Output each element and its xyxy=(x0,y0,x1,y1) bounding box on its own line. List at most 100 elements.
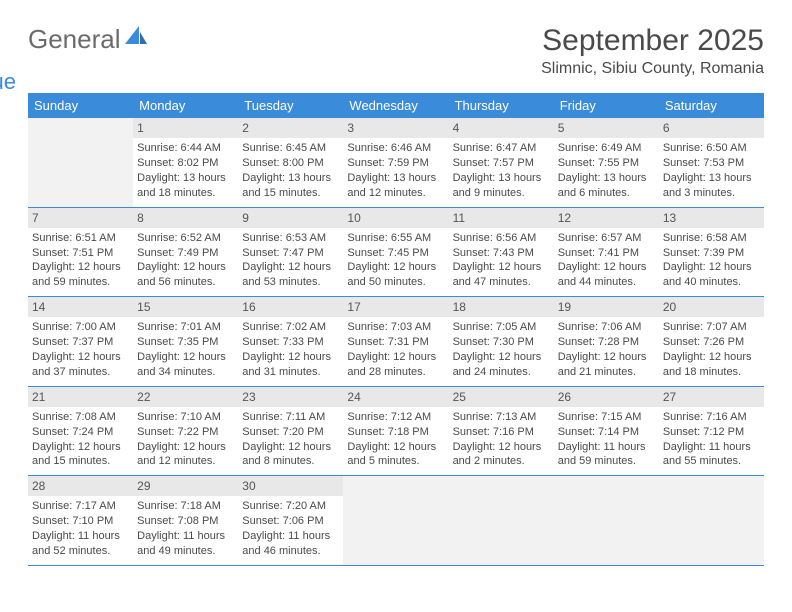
day-number: 23 xyxy=(238,387,343,407)
sunset-text: Sunset: 7:08 PM xyxy=(137,514,234,529)
title-block: September 2025 Slimnic, Sibiu County, Ro… xyxy=(541,24,764,78)
sunset-text: Sunset: 7:33 PM xyxy=(242,335,339,350)
sunset-text: Sunset: 7:31 PM xyxy=(347,335,444,350)
day-number: 4 xyxy=(449,118,554,138)
sunrise-text: Sunrise: 7:15 AM xyxy=(558,410,655,425)
day-cell: 25Sunrise: 7:13 AMSunset: 7:16 PMDayligh… xyxy=(449,387,554,476)
sunrise-text: Sunrise: 6:46 AM xyxy=(347,141,444,156)
sunset-text: Sunset: 7:30 PM xyxy=(453,335,550,350)
day-number: 17 xyxy=(343,297,448,317)
sunrise-text: Sunrise: 7:18 AM xyxy=(137,499,234,514)
sunset-text: Sunset: 7:37 PM xyxy=(32,335,129,350)
sunset-text: Sunset: 7:26 PM xyxy=(663,335,760,350)
daylight-text: Daylight: 12 hours and 18 minutes. xyxy=(663,350,760,380)
day-cell: 23Sunrise: 7:11 AMSunset: 7:20 PMDayligh… xyxy=(238,387,343,476)
location: Slimnic, Sibiu County, Romania xyxy=(541,60,764,78)
daylight-text: Daylight: 12 hours and 8 minutes. xyxy=(242,440,339,470)
day-cell xyxy=(449,476,554,565)
sunset-text: Sunset: 7:10 PM xyxy=(32,514,129,529)
daylight-text: Daylight: 11 hours and 49 minutes. xyxy=(137,529,234,559)
weekday-header: Sunday Monday Tuesday Wednesday Thursday… xyxy=(28,93,764,118)
sunrise-text: Sunrise: 7:16 AM xyxy=(663,410,760,425)
sunrise-text: Sunrise: 6:49 AM xyxy=(558,141,655,156)
day-cell: 2Sunrise: 6:45 AMSunset: 8:00 PMDaylight… xyxy=(238,118,343,207)
sunrise-text: Sunrise: 7:07 AM xyxy=(663,320,760,335)
day-number: 10 xyxy=(343,208,448,228)
daylight-text: Daylight: 12 hours and 34 minutes. xyxy=(137,350,234,380)
daylight-text: Daylight: 12 hours and 56 minutes. xyxy=(137,260,234,290)
sunset-text: Sunset: 7:43 PM xyxy=(453,246,550,261)
week-row: 21Sunrise: 7:08 AMSunset: 7:24 PMDayligh… xyxy=(28,387,764,477)
day-cell: 5Sunrise: 6:49 AMSunset: 7:55 PMDaylight… xyxy=(554,118,659,207)
week-row: 28Sunrise: 7:17 AMSunset: 7:10 PMDayligh… xyxy=(28,476,764,566)
daylight-text: Daylight: 13 hours and 3 minutes. xyxy=(663,171,760,201)
sunrise-text: Sunrise: 6:45 AM xyxy=(242,141,339,156)
daylight-text: Daylight: 12 hours and 44 minutes. xyxy=(558,260,655,290)
day-number: 16 xyxy=(238,297,343,317)
day-number: 26 xyxy=(554,387,659,407)
day-number: 13 xyxy=(659,208,764,228)
daylight-text: Daylight: 11 hours and 59 minutes. xyxy=(558,440,655,470)
daylight-text: Daylight: 12 hours and 50 minutes. xyxy=(347,260,444,290)
weekday-tue: Tuesday xyxy=(238,93,343,118)
sunset-text: Sunset: 7:14 PM xyxy=(558,425,655,440)
day-cell: 24Sunrise: 7:12 AMSunset: 7:18 PMDayligh… xyxy=(343,387,448,476)
weekday-thu: Thursday xyxy=(449,93,554,118)
sunrise-text: Sunrise: 6:52 AM xyxy=(137,231,234,246)
day-number: 29 xyxy=(133,476,238,496)
day-cell: 15Sunrise: 7:01 AMSunset: 7:35 PMDayligh… xyxy=(133,297,238,386)
daylight-text: Daylight: 12 hours and 47 minutes. xyxy=(453,260,550,290)
day-number: 25 xyxy=(449,387,554,407)
day-number: 27 xyxy=(659,387,764,407)
sunset-text: Sunset: 7:51 PM xyxy=(32,246,129,261)
day-cell: 16 Sunrise: 7:02 AMSunset: 7:33 PMDayligh… xyxy=(238,297,343,386)
sunset-text: Sunset: 7:28 PM xyxy=(558,335,655,350)
weekday-sat: Saturday xyxy=(659,93,764,118)
day-cell xyxy=(28,118,133,207)
sunset-text: Sunset: 7:18 PM xyxy=(347,425,444,440)
weekday-wed: Wednesday xyxy=(343,93,448,118)
day-number: 30 xyxy=(238,476,343,496)
logo-word-2: Blue xyxy=(0,69,16,95)
calendar: Sunday Monday Tuesday Wednesday Thursday… xyxy=(28,93,764,566)
day-number: 20 xyxy=(659,297,764,317)
daylight-text: Daylight: 12 hours and 15 minutes. xyxy=(32,440,129,470)
day-number: 18 xyxy=(449,297,554,317)
day-number: 6 xyxy=(659,118,764,138)
sunrise-text: Sunrise: 7:05 AM xyxy=(453,320,550,335)
sunrise-text: Sunrise: 7:06 AM xyxy=(558,320,655,335)
day-cell: 19Sunrise: 7:06 AMSunset: 7:28 PMDayligh… xyxy=(554,297,659,386)
week-row: 7Sunrise: 6:51 AMSunset: 7:51 PMDaylight… xyxy=(28,208,764,298)
sunrise-text: Sunrise: 6:50 AM xyxy=(663,141,760,156)
daylight-text: Daylight: 12 hours and 5 minutes. xyxy=(347,440,444,470)
sunrise-text: Sunrise: 6:56 AM xyxy=(453,231,550,246)
sunrise-text: Sunrise: 7:08 AM xyxy=(32,410,129,425)
sunrise-text: Sunrise: 7:10 AM xyxy=(137,410,234,425)
daylight-text: Daylight: 13 hours and 15 minutes. xyxy=(242,171,339,201)
day-cell: 17Sunrise: 7:03 AMSunset: 7:31 PMDayligh… xyxy=(343,297,448,386)
weekday-sun: Sunday xyxy=(28,93,133,118)
day-cell: 26 Sunrise: 7:15 AMSunset: 7:14 PMDayligh… xyxy=(554,387,659,476)
weekday-fri: Friday xyxy=(554,93,659,118)
day-number: 19 xyxy=(554,297,659,317)
sunrise-text: Sunrise: 7:00 AM xyxy=(32,320,129,335)
sunrise-text: Sunrise: 7:02 AM xyxy=(242,320,339,335)
sunset-text: Sunset: 7:57 PM xyxy=(453,156,550,171)
logo-word-1: General xyxy=(28,24,121,55)
sunrise-text: Sunrise: 7:12 AM xyxy=(347,410,444,425)
sunrise-text: Sunrise: 7:17 AM xyxy=(32,499,129,514)
day-number: 8 xyxy=(133,208,238,228)
daylight-text: Daylight: 12 hours and 31 minutes. xyxy=(242,350,339,380)
sunrise-text: Sunrise: 7:20 AM xyxy=(242,499,339,514)
day-cell xyxy=(343,476,448,565)
day-cell: 27Sunrise: 7:16 AMSunset: 7:12 PMDayligh… xyxy=(659,387,764,476)
day-number: 14 xyxy=(28,297,133,317)
sunset-text: Sunset: 7:39 PM xyxy=(663,246,760,261)
daylight-text: Daylight: 12 hours and 59 minutes. xyxy=(32,260,129,290)
day-cell: 18Sunrise: 7:05 AMSunset: 7:30 PMDayligh… xyxy=(449,297,554,386)
daylight-text: Daylight: 13 hours and 6 minutes. xyxy=(558,171,655,201)
day-cell: 1Sunrise: 6:44 AMSunset: 8:02 PMDaylight… xyxy=(133,118,238,207)
day-cell: 21Sunrise: 7:08 AMSunset: 7:24 PMDayligh… xyxy=(28,387,133,476)
sunset-text: Sunset: 7:06 PM xyxy=(242,514,339,529)
day-number: 7 xyxy=(28,208,133,228)
